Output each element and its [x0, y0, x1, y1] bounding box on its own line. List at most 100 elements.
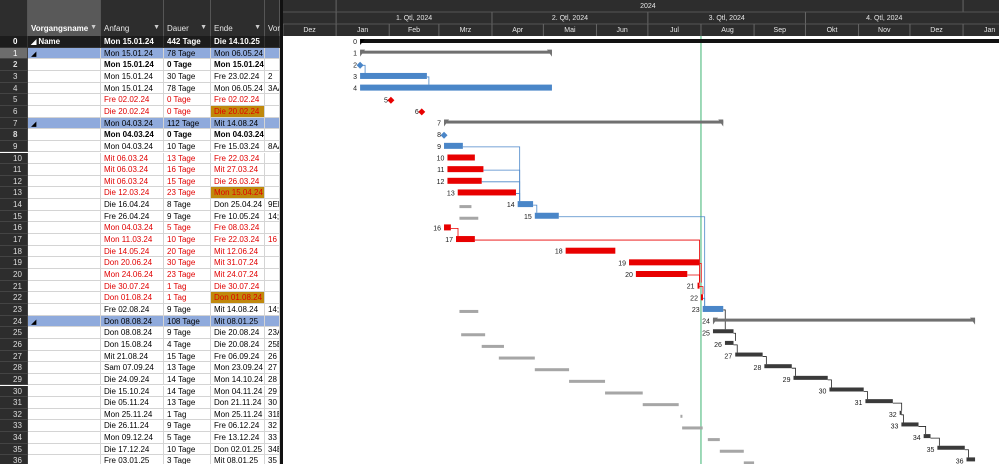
end-cell[interactable]: Mon 23.09.24	[211, 362, 265, 374]
table-row[interactable]: 25 Don 08.08.24 9 Tage Die 20.08.24 23A	[0, 327, 280, 339]
table-row[interactable]: 31 Die 05.11.24 13 Tage Don 21.11.24 30	[0, 397, 280, 409]
predecessor-cell[interactable]: 27	[265, 362, 280, 374]
start-cell[interactable]: Die 14.05.24	[101, 245, 164, 258]
table-row[interactable]: 7 ◢ Mon 04.03.24 112 Tage Mit 14.08.24	[0, 117, 280, 130]
duration-cell[interactable]: 15 Tage	[164, 175, 211, 188]
row-id-cell[interactable]: 0	[0, 36, 28, 48]
row-id-cell[interactable]: 11	[0, 164, 28, 176]
duration-cell[interactable]: 15 Tage	[164, 350, 211, 363]
row-id-cell[interactable]: 19	[0, 257, 28, 269]
end-cell[interactable]: Die 30.07.24	[211, 280, 265, 293]
table-row[interactable]: 3 Mon 15.01.24 30 Tage Fre 23.02.24 2	[0, 70, 280, 83]
row-id-cell[interactable]: 29	[0, 373, 28, 386]
table-row[interactable]: 27 Mit 21.08.24 15 Tage Fre 06.09.24 26	[0, 350, 280, 363]
duration-cell[interactable]: 16 Tage	[164, 164, 211, 176]
table-row[interactable]: 26 Don 15.08.24 4 Tage Die 20.08.24 25E	[0, 338, 280, 351]
table-row[interactable]: 16 Mon 04.03.24 5 Tage Fre 08.03.24	[0, 222, 280, 235]
task-name-cell[interactable]	[28, 292, 101, 304]
duration-cell[interactable]: 10 Tage	[164, 443, 211, 456]
start-cell[interactable]: Mon 15.01.24	[101, 36, 164, 48]
duration-cell[interactable]: 5 Tage	[164, 222, 211, 235]
duration-cell[interactable]: 13 Tage	[164, 152, 211, 165]
end-cell[interactable]: Mit 31.07.24	[211, 257, 265, 269]
task-name-cell[interactable]: ◢	[28, 47, 101, 60]
predecessor-cell[interactable]	[265, 175, 280, 188]
predecessor-cell[interactable]: 23A	[265, 327, 280, 339]
table-row[interactable]: 8 Mon 04.03.24 0 Tage Mon 04.03.24	[0, 129, 280, 141]
end-cell[interactable]: Mit 08.01.25	[211, 315, 265, 328]
start-cell[interactable]: Fre 26.04.24	[101, 210, 164, 223]
predecessor-cell[interactable]	[265, 36, 280, 48]
task-name-cell[interactable]	[28, 82, 101, 95]
table-row[interactable]: 14 Die 16.04.24 8 Tage Don 25.04.24 9EE	[0, 199, 280, 211]
filter-dropdown-icon[interactable]: ▼	[254, 24, 261, 31]
task-name-cell[interactable]	[28, 385, 101, 398]
table-row[interactable]: 19 Don 20.06.24 30 Tage Mit 31.07.24	[0, 257, 280, 269]
header-end[interactable]: Ende ▼	[211, 0, 265, 36]
duration-cell[interactable]: 78 Tage	[164, 82, 211, 95]
end-cell[interactable]: Fre 08.03.24	[211, 222, 265, 235]
row-id-cell[interactable]: 1	[0, 47, 28, 60]
start-cell[interactable]: Die 15.10.24	[101, 385, 164, 398]
header-duration[interactable]: Dauer ▼	[164, 0, 211, 36]
task-name-cell[interactable]	[28, 70, 101, 83]
duration-cell[interactable]: 9 Tage	[164, 420, 211, 433]
end-cell[interactable]: Die 26.03.24	[211, 175, 265, 188]
predecessor-cell[interactable]: 9EE	[265, 199, 280, 211]
duration-cell[interactable]: 14 Tage	[164, 373, 211, 386]
end-cell[interactable]: Mon 04.11.24	[211, 385, 265, 398]
row-id-cell[interactable]: 34	[0, 432, 28, 444]
table-row[interactable]: 17 Mon 11.03.24 10 Tage Fre 22.03.24 16	[0, 234, 280, 246]
task-name-cell[interactable]	[28, 327, 101, 339]
duration-cell[interactable]: 10 Tage	[164, 234, 211, 246]
task-name-cell[interactable]	[28, 175, 101, 188]
task-name-cell[interactable]	[28, 129, 101, 141]
predecessor-cell[interactable]: 32	[265, 420, 280, 433]
task-name-cell[interactable]	[28, 140, 101, 153]
predecessor-cell[interactable]: 14;1	[265, 303, 280, 316]
table-row[interactable]: 12 Mit 06.03.24 15 Tage Die 26.03.24	[0, 175, 280, 188]
task-name-cell[interactable]	[28, 199, 101, 211]
table-row[interactable]: 4 Mon 15.01.24 78 Tage Mon 06.05.24 3AA	[0, 82, 280, 95]
predecessor-cell[interactable]: 30	[265, 397, 280, 409]
duration-cell[interactable]: 1 Tag	[164, 280, 211, 293]
start-cell[interactable]: Mit 06.03.24	[101, 175, 164, 188]
table-row[interactable]: 0 ◢ Name Mon 15.01.24 442 Tage Die 14.10.25	[0, 36, 280, 48]
row-id-cell[interactable]: 8	[0, 129, 28, 141]
table-row[interactable]: 28 Sam 07.09.24 13 Tage Mon 23.09.24 27	[0, 362, 280, 374]
end-cell[interactable]: Don 01.08.24	[211, 292, 265, 304]
filter-dropdown-icon[interactable]: ▼	[153, 24, 160, 31]
predecessor-cell[interactable]	[265, 187, 280, 200]
row-id-cell[interactable]: 17	[0, 234, 28, 246]
end-cell[interactable]: Die 20.02.24	[211, 105, 265, 118]
duration-cell[interactable]: 30 Tage	[164, 70, 211, 83]
duration-cell[interactable]: 8 Tage	[164, 199, 211, 211]
predecessor-cell[interactable]	[265, 47, 280, 60]
table-row[interactable]: 20 Mon 24.06.24 23 Tage Mit 24.07.24	[0, 269, 280, 281]
header-id[interactable]	[0, 0, 28, 36]
start-cell[interactable]: Don 01.08.24	[101, 292, 164, 304]
end-cell[interactable]: Mon 25.11.24	[211, 408, 265, 421]
task-name-cell[interactable]	[28, 105, 101, 118]
end-cell[interactable]: Fre 13.12.24	[211, 432, 265, 444]
start-cell[interactable]: Mon 11.03.24	[101, 234, 164, 246]
table-row[interactable]: 6 Die 20.02.24 0 Tage Die 20.02.24	[0, 105, 280, 118]
duration-cell[interactable]: 112 Tage	[164, 117, 211, 130]
duration-cell[interactable]: 13 Tage	[164, 362, 211, 374]
table-row[interactable]: 24 ◢ Don 08.08.24 108 Tage Mit 08.01.25	[0, 315, 280, 328]
duration-cell[interactable]: 108 Tage	[164, 315, 211, 328]
duration-cell[interactable]: 78 Tage	[164, 47, 211, 60]
table-row[interactable]: 13 Die 12.03.24 23 Tage Mon 15.04.24	[0, 187, 280, 200]
start-cell[interactable]: Don 15.08.24	[101, 338, 164, 351]
end-cell[interactable]: Die 14.10.25	[211, 36, 265, 48]
header-start[interactable]: Anfang ▼	[101, 0, 164, 36]
predecessor-cell[interactable]	[265, 315, 280, 328]
row-id-cell[interactable]: 28	[0, 362, 28, 374]
row-id-cell[interactable]: 15	[0, 210, 28, 223]
start-cell[interactable]: Don 20.06.24	[101, 257, 164, 269]
row-id-cell[interactable]: 22	[0, 292, 28, 304]
predecessor-cell[interactable]: 29	[265, 385, 280, 398]
duration-cell[interactable]: 3 Tage	[164, 455, 211, 464]
duration-cell[interactable]: 1 Tag	[164, 292, 211, 304]
end-cell[interactable]: Don 02.01.25	[211, 443, 265, 456]
